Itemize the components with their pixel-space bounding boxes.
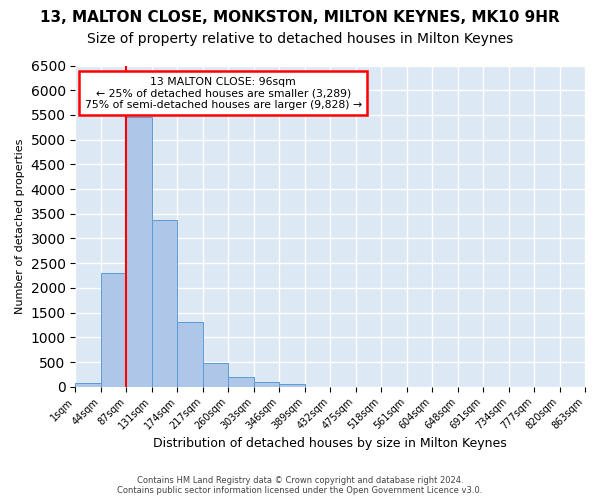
Text: Contains HM Land Registry data © Crown copyright and database right 2024.
Contai: Contains HM Land Registry data © Crown c…	[118, 476, 482, 495]
Bar	[254, 382, 279, 386]
Bar	[228, 377, 254, 386]
Bar	[152, 220, 178, 386]
Bar	[279, 384, 305, 386]
Text: 13, MALTON CLOSE, MONKSTON, MILTON KEYNES, MK10 9HR: 13, MALTON CLOSE, MONKSTON, MILTON KEYNE…	[40, 10, 560, 25]
Text: 13 MALTON CLOSE: 96sqm
← 25% of detached houses are smaller (3,289)
75% of semi-: 13 MALTON CLOSE: 96sqm ← 25% of detached…	[85, 76, 362, 110]
Bar	[178, 322, 203, 386]
Bar	[76, 383, 101, 386]
X-axis label: Distribution of detached houses by size in Milton Keynes: Distribution of detached houses by size …	[154, 437, 507, 450]
Y-axis label: Number of detached properties: Number of detached properties	[15, 138, 25, 314]
Bar	[101, 273, 127, 386]
Text: Size of property relative to detached houses in Milton Keynes: Size of property relative to detached ho…	[87, 32, 513, 46]
Bar	[203, 362, 228, 386]
Bar	[127, 118, 152, 386]
